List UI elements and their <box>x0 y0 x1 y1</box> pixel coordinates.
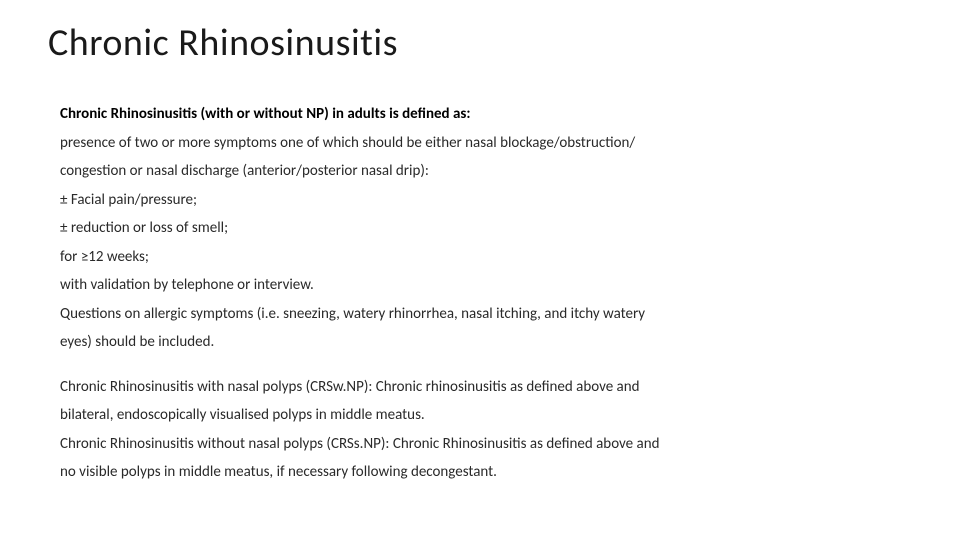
definition-line: with validation by telephone or intervie… <box>60 271 900 300</box>
crs-without-np-line: no visible polyps in middle meatus, if n… <box>60 458 900 487</box>
definition-line: Questions on allergic symptoms (i.e. sne… <box>60 300 900 329</box>
definition-heading: Chronic Rhinosinusitis (with or without … <box>60 100 900 129</box>
definition-line: for ≥12 weeks; <box>60 243 900 272</box>
slide-title: Chronic Rhinosinusitis <box>48 20 398 66</box>
slide-body: Chronic Rhinosinusitis (with or without … <box>60 100 900 487</box>
definition-line: eyes) should be included. <box>60 328 900 357</box>
crs-without-np-line: Chronic Rhinosinusitis without nasal pol… <box>60 430 900 459</box>
crs-with-np-line: bilateral, endoscopically visualised pol… <box>60 401 900 430</box>
definition-line: ± reduction or loss of smell; <box>60 214 900 243</box>
slide: Chronic Rhinosinusitis Chronic Rhinosinu… <box>0 0 960 540</box>
crs-with-np-line: Chronic Rhinosinusitis with nasal polyps… <box>60 373 900 402</box>
definition-line: presence of two or more symptoms one of … <box>60 129 900 158</box>
paragraph-gap <box>60 357 900 373</box>
definition-line: congestion or nasal discharge (anterior/… <box>60 157 900 186</box>
definition-line: ± Facial pain/pressure; <box>60 186 900 215</box>
